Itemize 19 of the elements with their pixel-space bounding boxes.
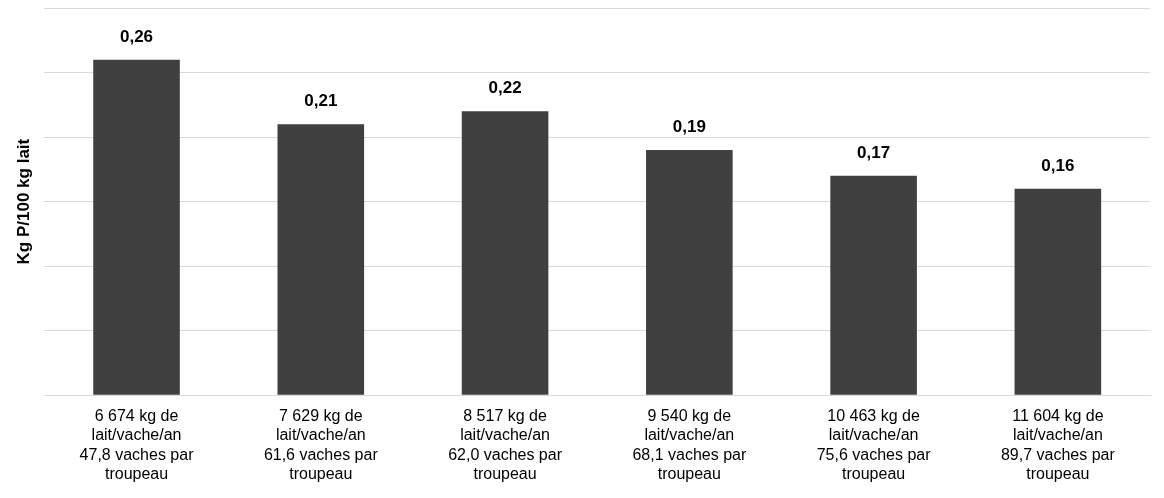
bar <box>830 175 917 395</box>
x-tick-label: 11 604 kg de lait/vache/an 89,7 vaches par troupeau <box>1000 407 1116 482</box>
x-tick-label: 6 674 kg de lait/vache/an 47,8 vaches par troupeau <box>79 407 195 482</box>
bar <box>646 149 733 395</box>
data-label: 0,16 <box>1041 155 1075 175</box>
data-label: 0,19 <box>672 117 706 137</box>
data-label: 0,26 <box>119 26 154 46</box>
bar <box>93 59 180 395</box>
x-tick-label: 9 540 kg de lait/vache/an 68,1 vaches par troupeau <box>632 407 747 482</box>
x-tick-label: 10 463 kg de lait/vache/an 75,6 vaches par troupeau <box>816 407 932 482</box>
bar <box>1014 188 1102 395</box>
x-tick-label: 8 517 kg de lait/vache/an 62,0 vaches par troupeau <box>448 407 563 482</box>
data-label: 0,22 <box>488 78 522 98</box>
bar <box>277 124 365 395</box>
data-label: 0,17 <box>857 142 891 162</box>
x-tick-label: 7 629 kg de lait/vache/an 61,6 vaches par troupeau <box>263 407 379 482</box>
bar <box>461 111 549 395</box>
data-label: 0,21 <box>304 91 338 111</box>
y-axis-title: Kg P/100 kg lait <box>13 138 33 265</box>
